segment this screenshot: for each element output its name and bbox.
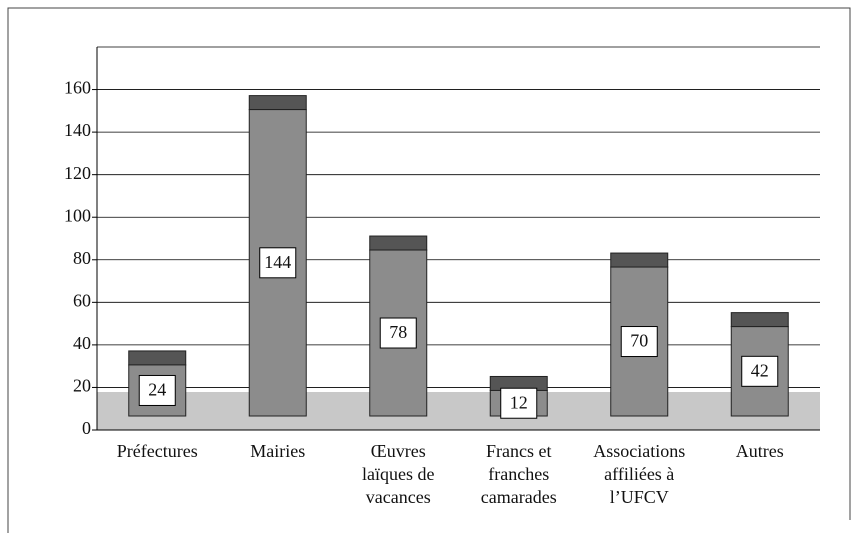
x-tick-label: Francs et franches camarades (480, 441, 557, 507)
x-tick-label: Préfectures (116, 441, 198, 461)
y-tick-label: 100 (64, 205, 91, 225)
value-label: 12 (510, 392, 528, 412)
value-label: 144 (264, 252, 291, 272)
value-label-box (620, 326, 658, 358)
bar-cap (128, 350, 187, 366)
y-tick-label: 80 (73, 248, 91, 268)
bar-cap (730, 312, 789, 328)
value-label: 24 (148, 380, 166, 400)
value-label: 78 (389, 322, 407, 342)
x-tick-label: Autres (735, 441, 784, 461)
value-label: 70 (630, 331, 648, 351)
y-tick-label: 120 (64, 163, 91, 183)
y-tick-label: 0 (82, 418, 91, 438)
bar-cap (248, 95, 307, 111)
floor (97, 392, 820, 430)
value-label-box (741, 355, 779, 387)
y-tick-label: 160 (64, 78, 91, 98)
value-label-box (500, 387, 538, 419)
value-label-box (259, 247, 297, 279)
y-tick-label: 60 (73, 290, 91, 310)
y-tick-label: 140 (64, 120, 91, 140)
y-tick-label: 20 (73, 376, 91, 396)
y-tick-label: 40 (73, 333, 91, 353)
x-tick-label: Œuvres laïques de vacances (362, 441, 435, 507)
x-tick-label: Associations affiliées à l’UFCV (593, 441, 686, 507)
bar-cap (369, 235, 428, 251)
frame (7, 7, 851, 533)
bar-cap (610, 252, 669, 268)
value-label: 42 (751, 360, 769, 380)
value-label-box (379, 317, 417, 349)
value-label-box (138, 374, 176, 406)
x-tick-label: Mairies (250, 441, 306, 461)
